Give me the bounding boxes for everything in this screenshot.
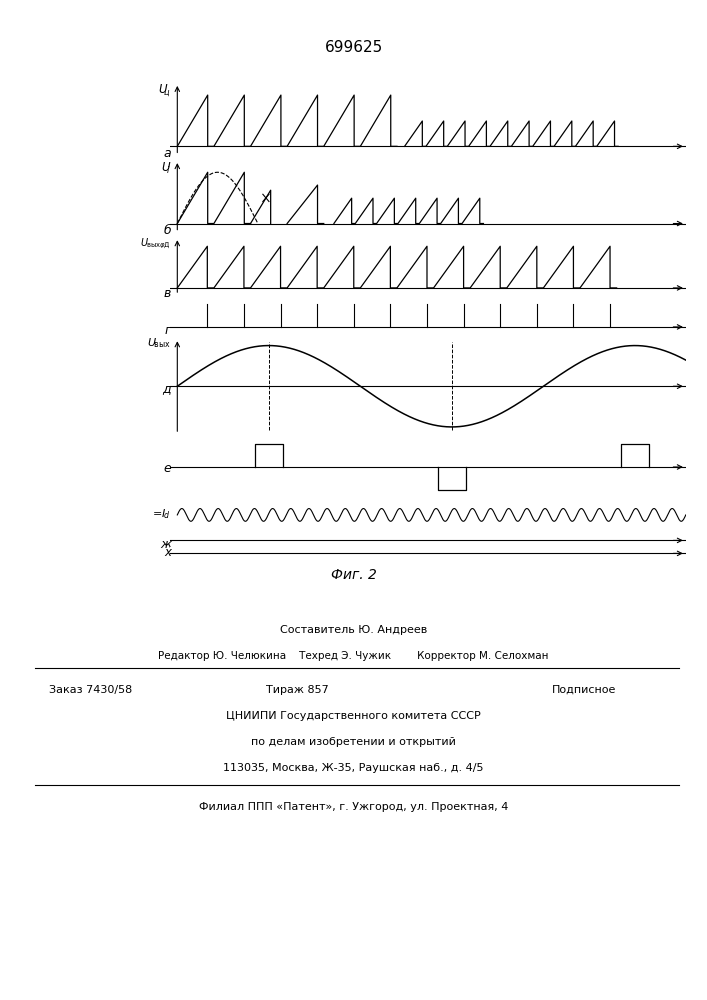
Text: Фиг. 2: Фиг. 2 xyxy=(331,568,376,582)
Text: Подписное: Подписное xyxy=(551,685,616,695)
Text: е: е xyxy=(163,462,171,475)
Text: $\it{U}_{\!\text{вых}\varphi\text{Д}}$: $\it{U}_{\!\text{вых}\varphi\text{Д}}$ xyxy=(140,236,171,250)
Text: ж: ж xyxy=(160,538,171,551)
Text: в: в xyxy=(164,287,171,300)
Text: $=\!\it{I}_{\!d}$: $=\!\it{I}_{\!d}$ xyxy=(151,507,171,521)
Text: г: г xyxy=(165,324,171,337)
Text: б: б xyxy=(163,224,171,237)
Text: по делам изобретении и открытий: по делам изобретении и открытий xyxy=(251,737,456,747)
Text: Филиал ППП «Патент», г. Ужгород, ул. Проектная, 4: Филиал ППП «Патент», г. Ужгород, ул. Про… xyxy=(199,802,508,812)
Text: д: д xyxy=(163,382,171,395)
Text: 113035, Москва, Ж-35, Раушская наб., д. 4/5: 113035, Москва, Ж-35, Раушская наб., д. … xyxy=(223,763,484,773)
Text: ЦНИИПИ Государственного комитета СССР: ЦНИИПИ Государственного комитета СССР xyxy=(226,711,481,721)
Text: $\it{U}_{\!\!ц}$: $\it{U}_{\!\!ц}$ xyxy=(158,83,171,99)
Text: Составитель Ю. Андреев: Составитель Ю. Андреев xyxy=(280,625,427,635)
Text: $\it{U}_{\!\!i}$: $\it{U}_{\!\!i}$ xyxy=(160,160,171,176)
Text: 699625: 699625 xyxy=(325,40,382,55)
Text: а: а xyxy=(163,147,171,160)
Text: Заказ 7430/58: Заказ 7430/58 xyxy=(49,685,133,695)
Text: Редактор Ю. Челюкина    Техред Э. Чужик        Корректор М. Селохман: Редактор Ю. Челюкина Техред Э. Чужик Кор… xyxy=(158,651,549,661)
Text: $\it{U}_{\!\text{вых}}$: $\it{U}_{\!\text{вых}}$ xyxy=(147,336,171,350)
Text: Тираж 857: Тираж 857 xyxy=(266,685,328,695)
Text: x: x xyxy=(164,546,171,559)
